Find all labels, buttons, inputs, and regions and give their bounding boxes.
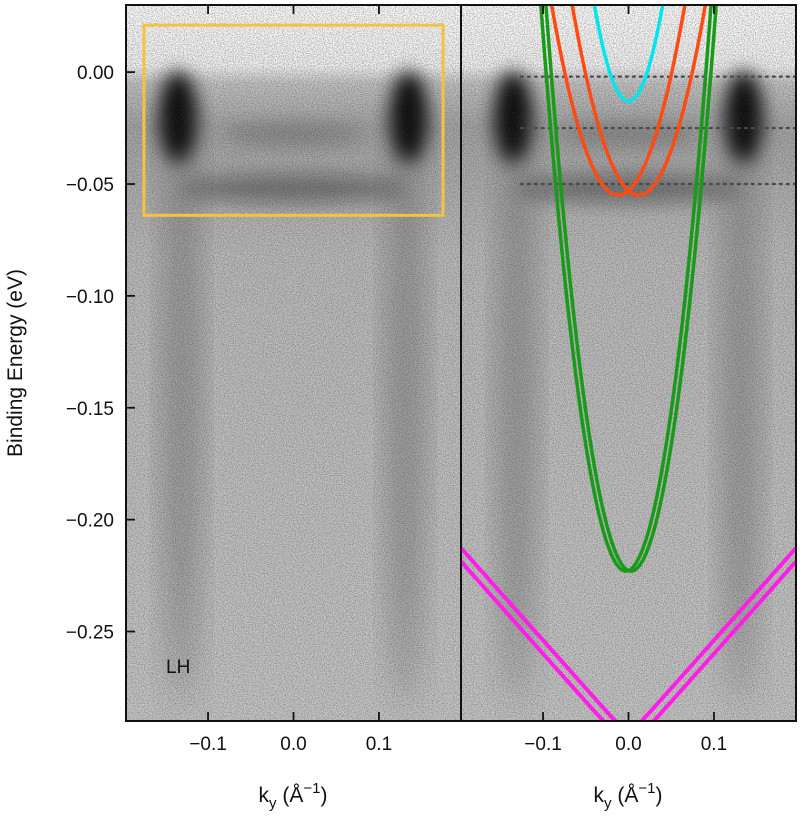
polarization-label: LH	[166, 657, 190, 678]
left-y-tick-label: −0.10	[66, 287, 114, 308]
right-x-axis-title: ky (Å−1)	[594, 780, 663, 812]
band-curve-5	[461, 544, 796, 721]
left-y-tick-label: −0.05	[66, 175, 114, 196]
left-y-tick-label: −0.20	[66, 511, 114, 532]
right-x-tick-label: 0.1	[701, 734, 727, 755]
left-panel: −0.1 0.0 0.1 0.00 −0.05 −0.10 −0.15 −0.20 −0.25	[66, 4, 462, 755]
band-curve-2	[570, 5, 708, 197]
right-intensity-map	[461, 5, 796, 721]
right-x-tick-label: 0.0	[615, 734, 641, 755]
band-curve-1	[549, 5, 687, 197]
left-y-tick-label: −0.15	[66, 399, 114, 420]
left-intensity-map	[126, 5, 461, 721]
left-x-axis-title: ky (Å−1)	[259, 780, 328, 812]
y-axis-title: Binding Energy (eV)	[4, 269, 27, 457]
band-curve-4	[544, 5, 718, 573]
left-y-tick-label: −0.25	[66, 623, 114, 644]
left-y-tick-label: 0.00	[77, 63, 114, 84]
band-curve-6	[461, 544, 796, 721]
band-curve-0	[592, 5, 665, 103]
left-x-tick-label: 0.0	[280, 734, 306, 755]
left-x-tick-label: 0.1	[366, 734, 392, 755]
left-x-tick-label: −0.1	[189, 734, 227, 755]
right-x-tick-label: −0.1	[524, 734, 562, 755]
right-panel: −0.1 0.0 0.1	[460, 4, 797, 755]
highlight-box	[142, 23, 445, 217]
